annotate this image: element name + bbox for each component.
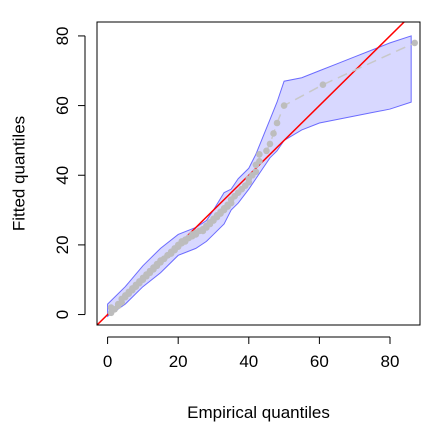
x-tick-label: 0 (103, 352, 112, 371)
y-tick-label: 80 (53, 26, 72, 45)
confidence-band (107, 35, 412, 318)
data-point (273, 119, 281, 127)
data-point (266, 140, 274, 148)
data-point (256, 151, 263, 158)
x-tick-label: 20 (169, 352, 188, 371)
data-point (270, 130, 277, 137)
data-point (252, 168, 260, 176)
confidence-band-area (107, 35, 412, 318)
data-point (263, 147, 270, 155)
x-tick-label: 40 (239, 352, 258, 371)
data-point (411, 39, 419, 47)
y-tick-label: 60 (53, 96, 72, 115)
y-tick-label: 40 (53, 166, 72, 185)
data-point (256, 158, 263, 165)
x-tick-label: 60 (310, 352, 329, 371)
y-axis: 0 20 40 60 80 (53, 26, 86, 319)
y-tick-label: 20 (53, 235, 72, 254)
data-point (319, 81, 327, 88)
data-points (107, 39, 419, 317)
x-axis-title: Empirical quantiles (187, 403, 330, 422)
y-axis-title: Fitted quantiles (9, 116, 28, 231)
x-tick-label: 80 (381, 352, 400, 371)
plot-frame (96, 21, 421, 326)
y-tick-label: 0 (53, 310, 72, 319)
x-axis: 0 20 40 60 80 (103, 336, 400, 371)
data-point (280, 102, 288, 109)
